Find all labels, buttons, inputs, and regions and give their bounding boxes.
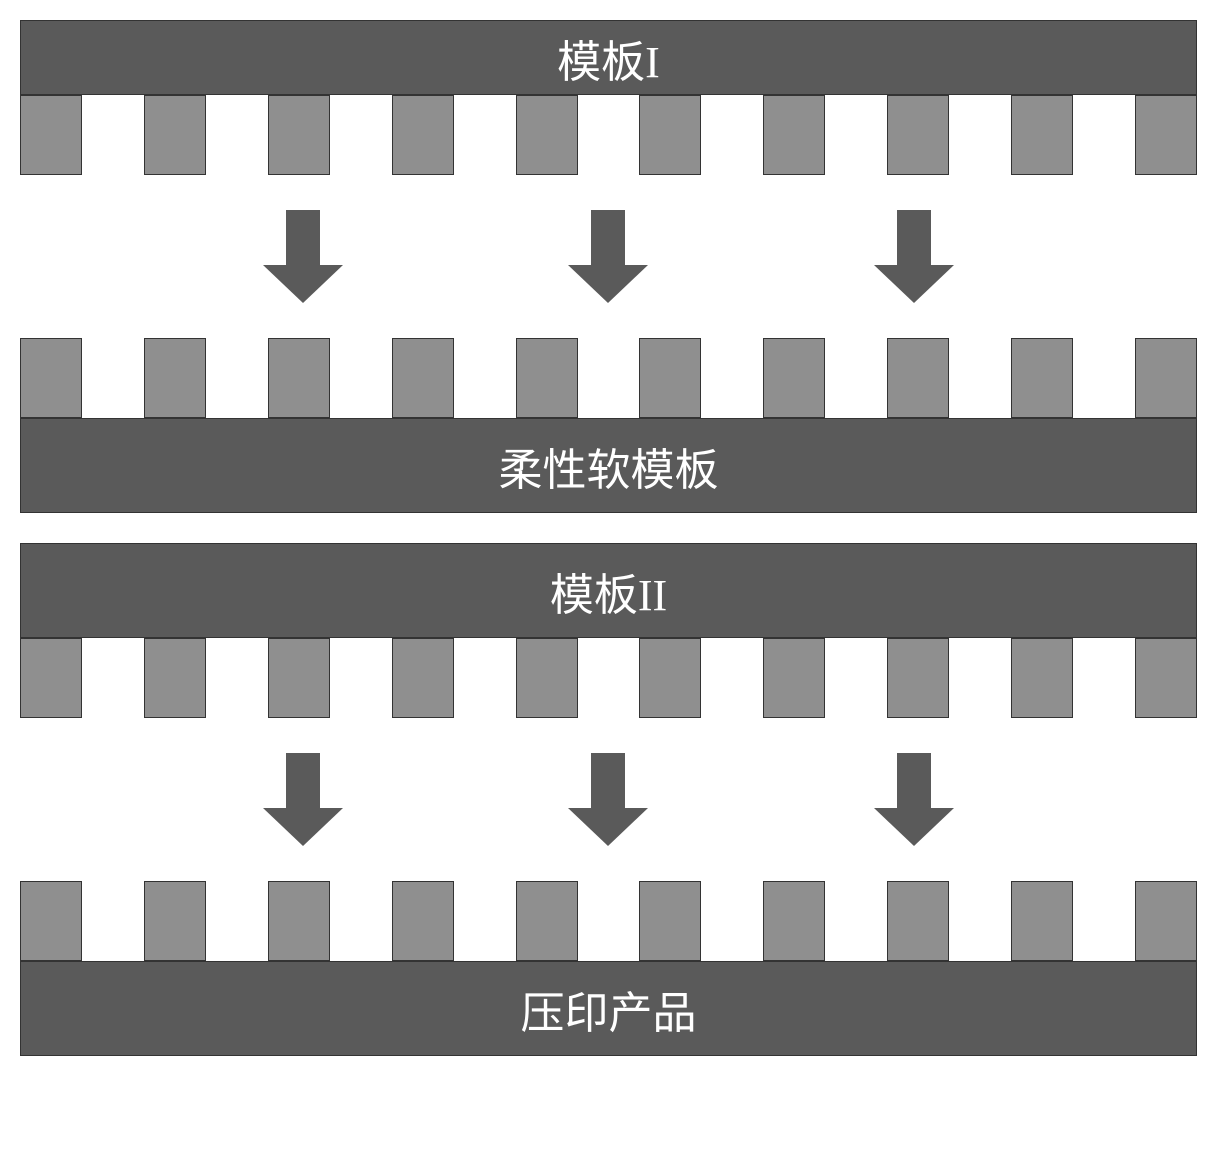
template-1-slab: 模板I xyxy=(20,20,1197,95)
tooth xyxy=(516,881,578,961)
flexible-label: 柔性软模板 xyxy=(499,434,719,498)
template-2-teeth xyxy=(20,638,1197,718)
tooth xyxy=(639,95,701,175)
arrow-down-icon xyxy=(874,753,954,846)
tooth xyxy=(20,95,82,175)
arrow-down-icon xyxy=(568,753,648,846)
tooth xyxy=(639,638,701,718)
tooth xyxy=(268,881,330,961)
tooth xyxy=(268,95,330,175)
tooth xyxy=(392,95,454,175)
tooth xyxy=(1135,95,1197,175)
tooth xyxy=(144,95,206,175)
tooth xyxy=(763,638,825,718)
tooth xyxy=(392,881,454,961)
product-label: 压印产品 xyxy=(521,977,697,1041)
product-teeth xyxy=(20,881,1197,961)
tooth xyxy=(1011,338,1073,418)
tooth xyxy=(763,338,825,418)
template-2-block: 模板II xyxy=(20,543,1197,718)
arrow-down-icon xyxy=(263,210,343,303)
product-slab: 压印产品 xyxy=(20,961,1197,1056)
tooth xyxy=(1011,95,1073,175)
tooth xyxy=(144,881,206,961)
tooth xyxy=(887,338,949,418)
diagram-container: 模板I xyxy=(20,20,1197,1056)
arrow-down-icon xyxy=(568,210,648,303)
template-1-teeth xyxy=(20,95,1197,175)
tooth xyxy=(887,95,949,175)
arrow-row-1 xyxy=(20,210,1197,303)
tooth xyxy=(1135,881,1197,961)
flexible-teeth xyxy=(20,338,1197,418)
tooth xyxy=(763,95,825,175)
arrow-row-2 xyxy=(20,753,1197,846)
flexible-template-block: 柔性软模板 xyxy=(20,338,1197,513)
arrow-down-icon xyxy=(263,753,343,846)
tooth xyxy=(639,881,701,961)
tooth xyxy=(268,338,330,418)
tooth xyxy=(887,638,949,718)
tooth xyxy=(20,638,82,718)
tooth xyxy=(1135,638,1197,718)
tooth xyxy=(516,338,578,418)
tooth xyxy=(144,638,206,718)
stage-gap xyxy=(20,513,1197,543)
tooth xyxy=(516,638,578,718)
tooth xyxy=(144,338,206,418)
arrow-down-icon xyxy=(874,210,954,303)
tooth xyxy=(20,881,82,961)
tooth xyxy=(392,338,454,418)
tooth xyxy=(20,338,82,418)
template-1-block: 模板I xyxy=(20,20,1197,175)
tooth xyxy=(1135,338,1197,418)
flexible-slab: 柔性软模板 xyxy=(20,418,1197,513)
tooth xyxy=(1011,638,1073,718)
template-2-label: 模板II xyxy=(550,559,667,623)
tooth xyxy=(763,881,825,961)
product-block: 压印产品 xyxy=(20,881,1197,1056)
template-2-slab: 模板II xyxy=(20,543,1197,638)
tooth xyxy=(392,638,454,718)
tooth xyxy=(516,95,578,175)
tooth xyxy=(639,338,701,418)
tooth xyxy=(268,638,330,718)
tooth xyxy=(887,881,949,961)
tooth xyxy=(1011,881,1073,961)
template-1-label: 模板I xyxy=(557,26,660,90)
